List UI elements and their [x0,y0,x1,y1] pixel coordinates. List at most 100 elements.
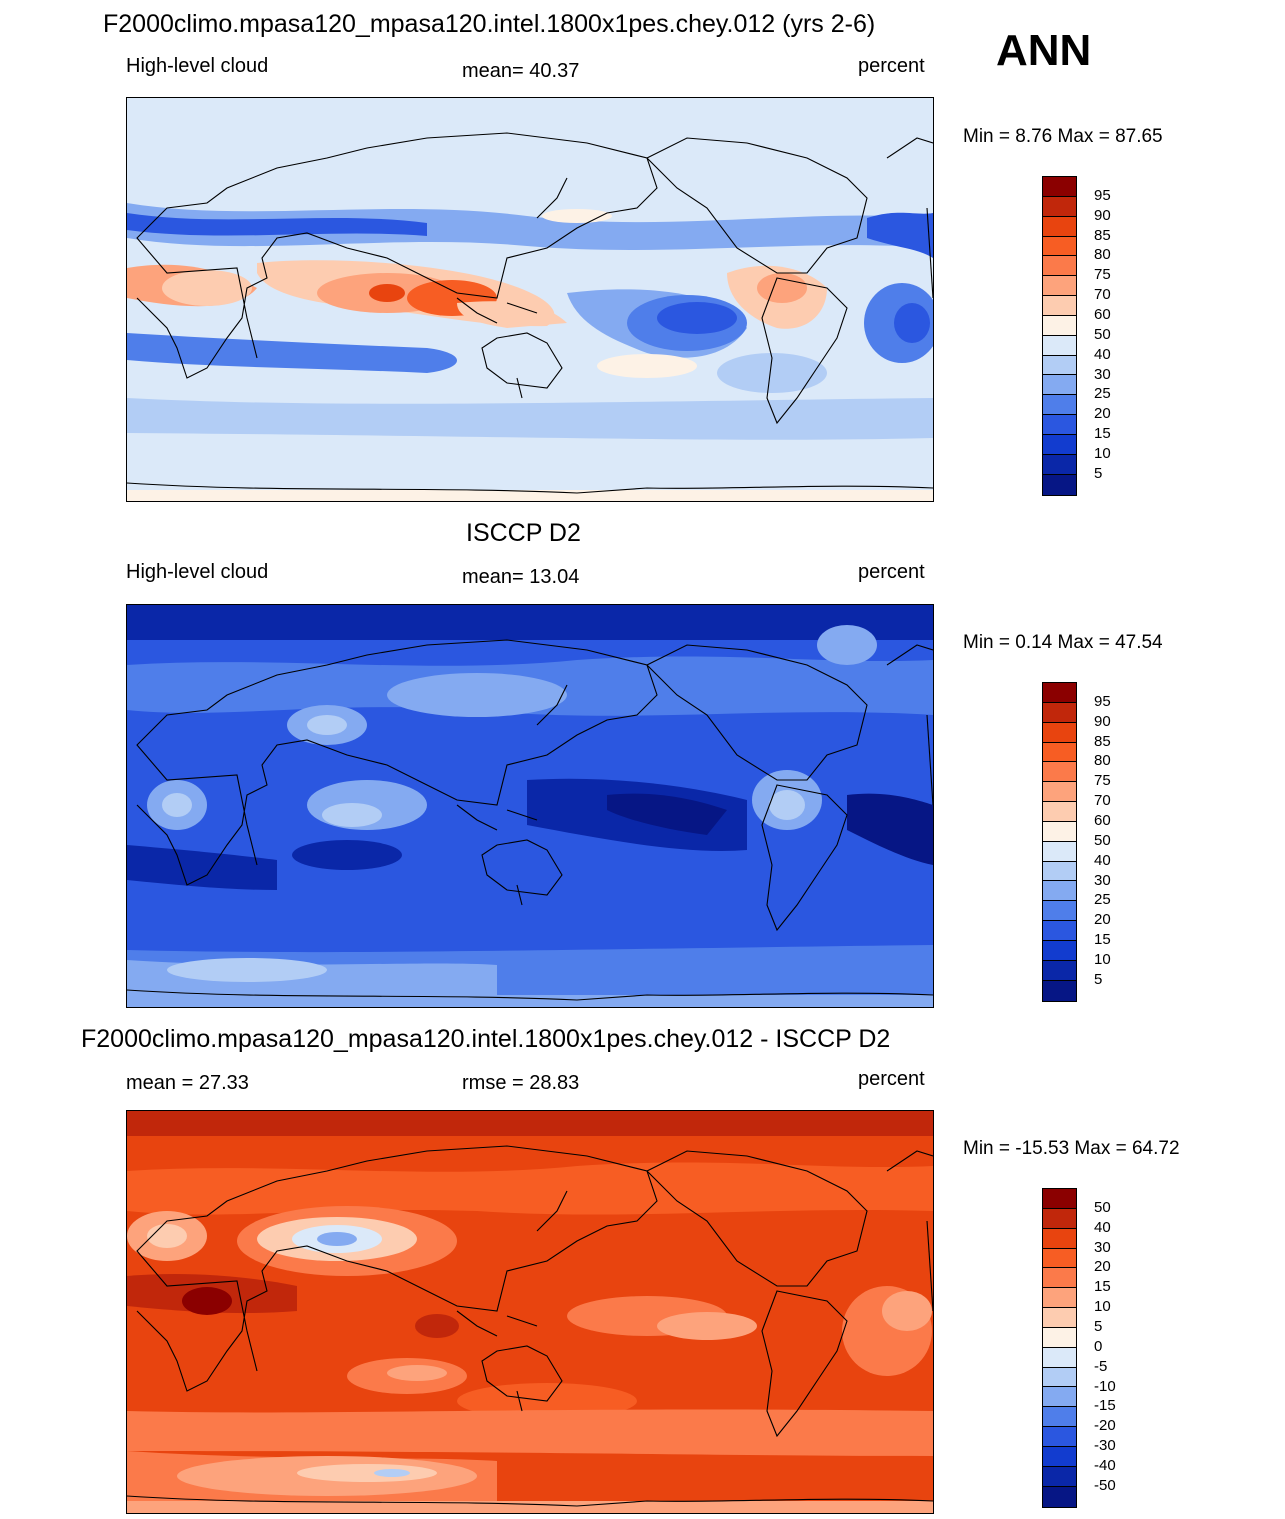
colorbar-swatch [1043,1228,1076,1249]
colorbar-tick-label: 70 [1094,792,1111,810]
colorbar-tick-label: 40 [1094,345,1111,363]
colorbar-swatch [1043,236,1076,257]
colorbar-swatch [1043,980,1076,1001]
panel1-mean-label: mean= 40.37 [462,60,580,82]
panel2-map [126,604,934,1008]
colorbar-swatch [1043,782,1076,803]
colorbar-tick-label: 15 [1094,931,1111,949]
colorbar-swatch [1043,1268,1076,1289]
colorbar-tick-label: -15 [1094,1397,1116,1415]
colorbar-swatch [1043,1327,1076,1348]
colorbar-tick-label: 40 [1094,1218,1111,1236]
colorbar-tick-label: 25 [1094,385,1111,403]
colorbar-swatch [1043,1308,1076,1328]
colorbar-swatch [1043,960,1076,981]
colorbar-swatch [1043,802,1076,822]
colorbar-tick-label: 80 [1094,246,1111,264]
panel1-title: F2000climo.mpasa120_mpasa120.intel.1800x… [103,10,876,38]
panel3-mean-label: mean = 27.33 [126,1072,249,1094]
colorbar-tick-label: 5 [1094,464,1103,482]
colorbar-tick-label: 5 [1094,970,1103,988]
colorbar-swatch [1043,841,1076,862]
colorbar-tick-label: 10 [1094,950,1111,968]
panel1-variable-label: High-level cloud [126,55,269,77]
panel3-rmse-label: rmse = 28.83 [462,1072,580,1094]
colorbar-swatch [1043,1387,1076,1408]
colorbar-swatch [1043,1427,1076,1447]
colorbar-tick-label: -20 [1094,1417,1116,1435]
panel1-minmax: Min = 8.76 Max = 87.65 [963,126,1163,147]
panel1-colorbar [1042,176,1077,496]
colorbar-tick-label: 80 [1094,752,1111,770]
colorbar-swatch [1043,702,1076,723]
colorbar-tick-label: 20 [1094,405,1111,423]
colorbar-swatch [1043,1248,1076,1269]
colorbar-tick-label: 30 [1094,871,1111,889]
colorbar-swatch [1043,1288,1076,1309]
colorbar-tick-label: 95 [1094,186,1111,204]
colorbar-tick-label: 15 [1094,425,1111,443]
colorbar-swatch [1043,1189,1076,1209]
colorbar-swatch [1043,1208,1076,1229]
panel3-units-label: percent [858,1068,925,1090]
colorbar-tick-label: 60 [1094,811,1111,829]
panel2-colorbar [1042,682,1077,1002]
colorbar-tick-label: 85 [1094,226,1111,244]
colorbar-swatch [1043,940,1076,961]
colorbar-tick-label: 90 [1094,712,1111,730]
colorbar-swatch [1043,276,1076,297]
colorbar-tick-label: 75 [1094,772,1111,790]
colorbar-swatch [1043,375,1076,396]
panel1-map [126,97,934,502]
colorbar-swatch [1043,1367,1076,1388]
colorbar-tick-label: 30 [1094,1238,1111,1256]
colorbar-tick-label: -50 [1094,1476,1116,1494]
colorbar-tick-label: -10 [1094,1377,1116,1395]
colorbar-tick-label: 40 [1094,851,1111,869]
panel2-mean-label: mean= 13.04 [462,566,580,588]
panel3-title: F2000climo.mpasa120_mpasa120.intel.1800x… [81,1025,891,1053]
season-label: ANN [996,26,1092,75]
colorbar-tick-label: 15 [1094,1278,1111,1296]
colorbar-tick-label: 75 [1094,266,1111,284]
panel2-units-label: percent [858,561,925,583]
colorbar-swatch [1043,335,1076,356]
colorbar-tick-label: 20 [1094,911,1111,929]
panel2-minmax: Min = 0.14 Max = 47.54 [963,632,1163,653]
colorbar-swatch [1043,474,1076,495]
colorbar-tick-label: 25 [1094,891,1111,909]
colorbar-tick-label: 30 [1094,365,1111,383]
colorbar-tick-label: 70 [1094,286,1111,304]
colorbar-swatch [1043,1407,1076,1428]
colorbar-swatch [1043,762,1076,783]
panel2-title: ISCCP D2 [466,519,581,547]
colorbar-swatch [1043,395,1076,416]
colorbar-swatch [1043,921,1076,941]
colorbar-swatch [1043,901,1076,922]
colorbar-tick-label: 50 [1094,325,1111,343]
panel1-map-canvas [127,98,933,501]
colorbar-swatch [1043,683,1076,703]
colorbar-tick-label: -30 [1094,1437,1116,1455]
colorbar-tick-label: -5 [1094,1357,1108,1375]
colorbar-swatch [1043,1446,1076,1467]
panel1-units-label: percent [858,55,925,77]
colorbar-swatch [1043,296,1076,316]
colorbar-swatch [1043,454,1076,475]
colorbar-swatch [1043,1486,1076,1507]
colorbar-tick-label: 50 [1094,1198,1111,1216]
colorbar-swatch [1043,196,1076,217]
colorbar-swatch [1043,861,1076,882]
colorbar-tick-label: 90 [1094,206,1111,224]
colorbar-swatch [1043,1347,1076,1368]
panel3-map-canvas [127,1111,933,1513]
colorbar-tick-label: 85 [1094,732,1111,750]
colorbar-tick-label: 5 [1094,1317,1103,1335]
colorbar-swatch [1043,821,1076,842]
colorbar-tick-label: 10 [1094,444,1111,462]
colorbar-tick-label: 10 [1094,1298,1111,1316]
colorbar-tick-label: 60 [1094,305,1111,323]
panel3-minmax: Min = -15.53 Max = 64.72 [963,1138,1180,1159]
colorbar-swatch [1043,434,1076,455]
panel2-variable-label: High-level cloud [126,561,269,583]
